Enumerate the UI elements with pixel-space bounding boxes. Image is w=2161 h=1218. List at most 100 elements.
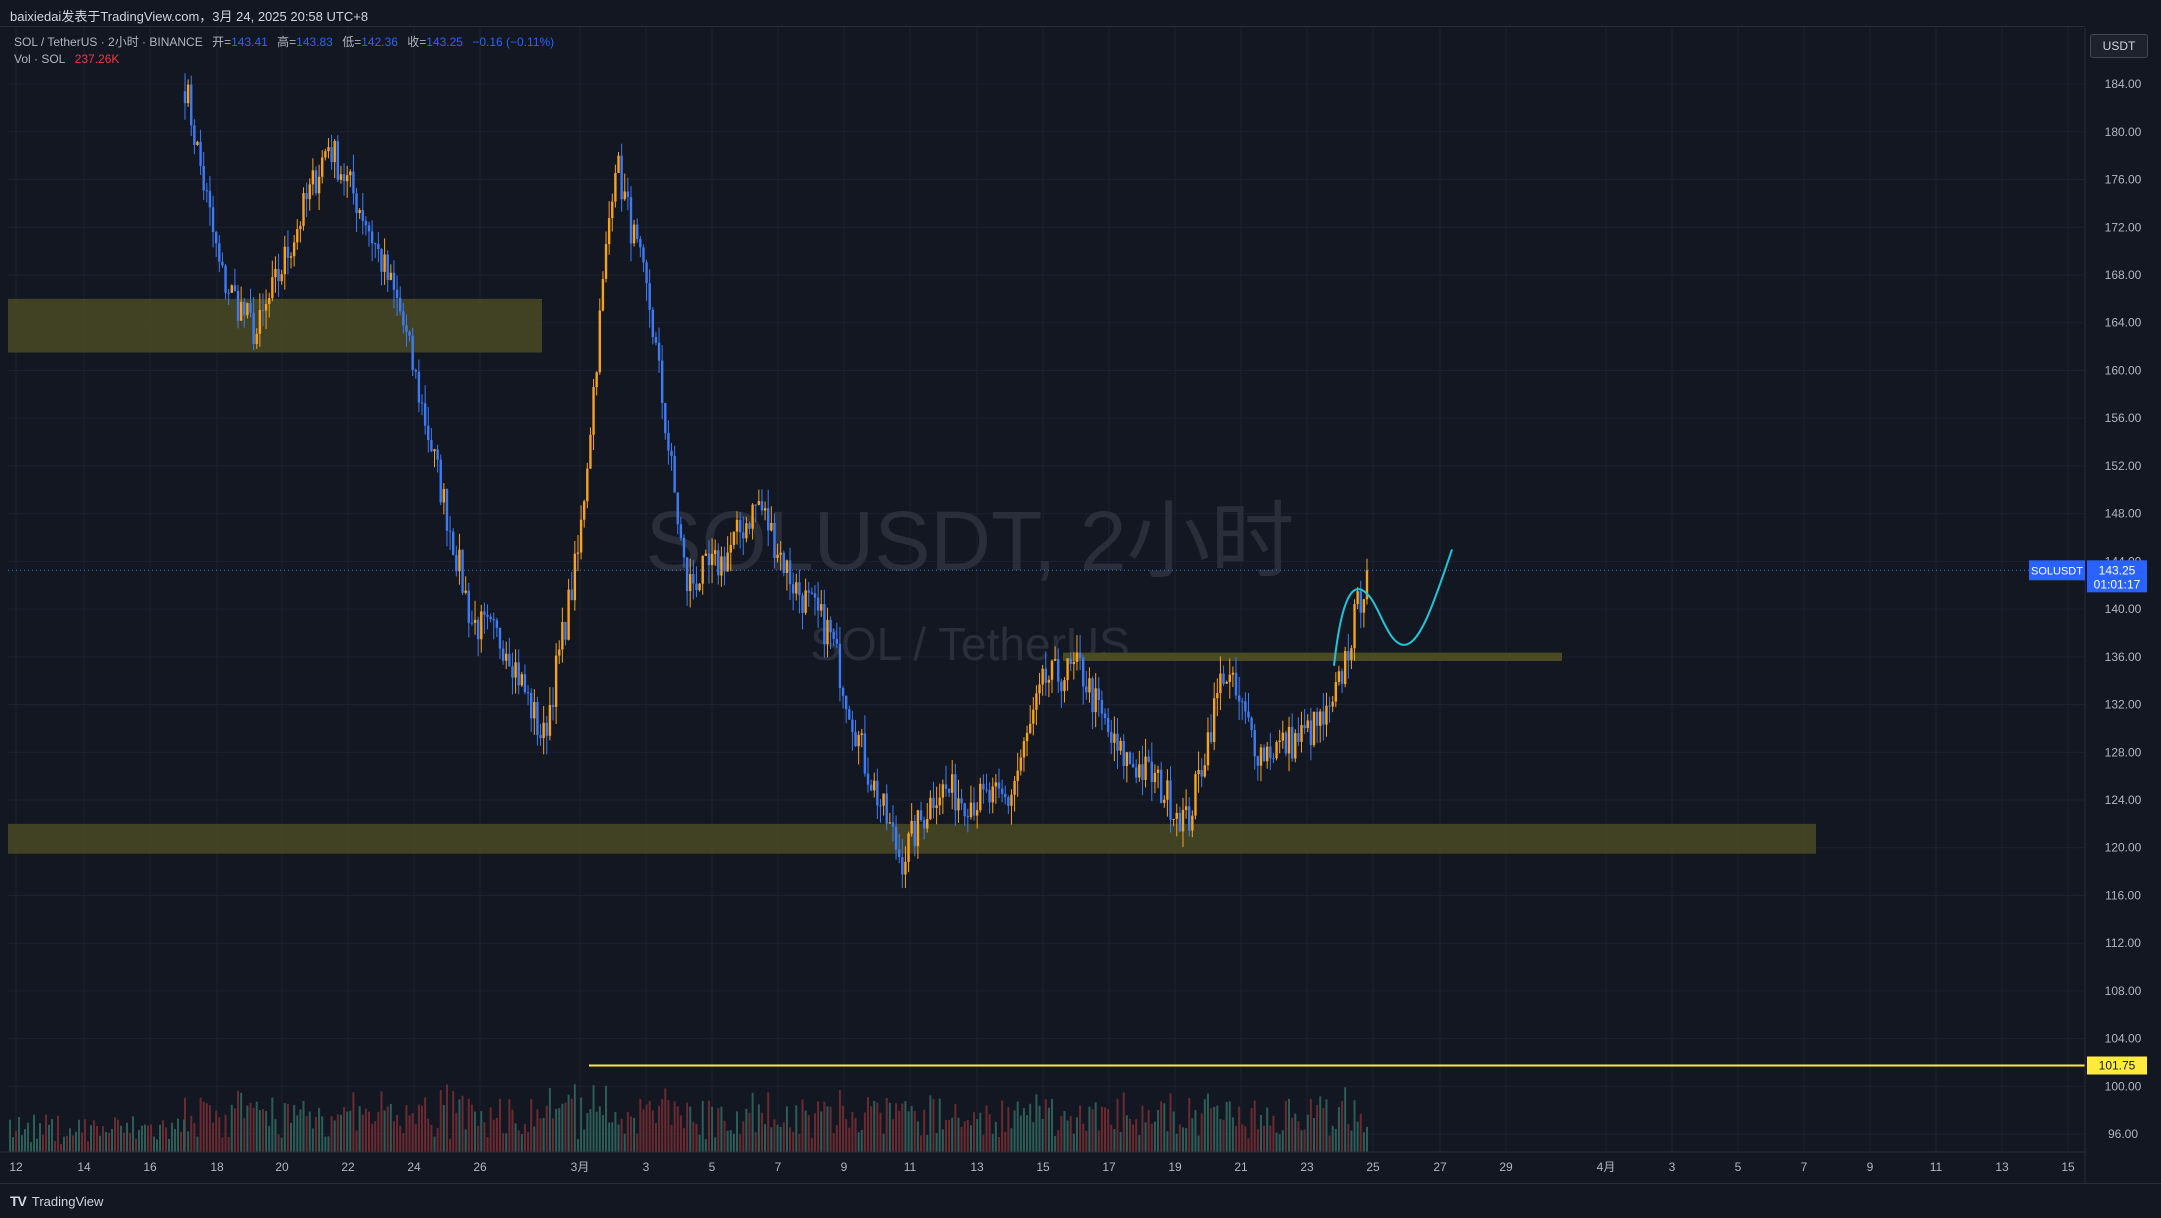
candle-body <box>891 822 895 827</box>
candle-body <box>305 193 308 200</box>
candle-body <box>1209 732 1213 743</box>
volume-bar <box>177 1118 179 1152</box>
candle-body <box>1278 740 1281 743</box>
candle-body <box>486 614 489 617</box>
volume-bar <box>305 1116 308 1152</box>
volume-bar <box>355 1130 358 1152</box>
volume-bar <box>165 1127 167 1152</box>
candle-body <box>261 309 265 311</box>
volume-bar <box>608 1122 611 1152</box>
volume-bar <box>1060 1115 1063 1152</box>
volume-bar <box>1035 1094 1038 1152</box>
volume-bar <box>863 1112 866 1152</box>
candle-body <box>966 816 970 818</box>
candle-body <box>321 157 324 177</box>
time-tick-label: 11 <box>904 1160 917 1174</box>
volume-bar <box>511 1109 514 1152</box>
candle-body <box>467 590 471 623</box>
candle-body <box>763 508 767 511</box>
vol-label[interactable]: Vol · SOL <box>14 52 66 66</box>
candle-body <box>1047 679 1051 683</box>
volume-bar <box>421 1105 424 1152</box>
volume-bar <box>414 1123 417 1152</box>
volume-bar <box>405 1105 408 1152</box>
candle-body <box>402 311 405 326</box>
symbol-label[interactable]: SOL / TetherUS · 2小时 · BINANCE <box>14 35 203 49</box>
open-value: 143.41 <box>231 35 268 49</box>
candle-body <box>592 386 595 435</box>
volume-bar <box>1166 1131 1169 1152</box>
volume-bar <box>1160 1101 1163 1152</box>
candle-body <box>405 325 408 332</box>
volume-bar <box>324 1136 327 1152</box>
volume-bar <box>764 1124 767 1152</box>
candle-body <box>1194 774 1197 816</box>
candle-body <box>692 574 695 584</box>
candle-body <box>913 820 916 847</box>
candle-body <box>916 810 920 847</box>
volume-bar <box>208 1105 211 1152</box>
candle-body <box>1222 673 1225 684</box>
bottom-bar: TV TradingView <box>0 1183 2161 1218</box>
volume-bar <box>42 1134 44 1152</box>
volume-bar <box>1144 1122 1147 1152</box>
volume-bar <box>224 1114 227 1152</box>
candle-body <box>470 622 474 624</box>
candle-body <box>785 560 789 573</box>
volume-bar <box>589 1109 592 1152</box>
candle-body <box>857 734 860 747</box>
candle-body <box>1053 659 1057 661</box>
volume-bar <box>1366 1127 1368 1152</box>
volume-bar <box>673 1101 676 1152</box>
volume-bar <box>826 1106 829 1152</box>
candle-body <box>767 508 770 531</box>
volume-bar <box>692 1121 695 1152</box>
volume-bar <box>424 1097 427 1152</box>
candle-body <box>910 820 913 834</box>
low-label: 低= <box>342 35 362 49</box>
volume-bar <box>789 1127 792 1152</box>
candle-body <box>723 556 726 572</box>
volume-bar <box>1266 1107 1269 1152</box>
candle-body <box>364 220 368 226</box>
candle-body <box>342 174 346 182</box>
price-tick-label: 124.00 <box>2105 793 2142 807</box>
volume-bar <box>633 1117 636 1152</box>
volume-bar <box>21 1135 23 1152</box>
candle-body <box>1247 711 1250 718</box>
volume-bar <box>45 1114 47 1152</box>
volume-bar <box>1178 1124 1181 1152</box>
volume-bar <box>486 1136 489 1152</box>
volume-bar <box>1069 1116 1072 1152</box>
price-tick-label: 172.00 <box>2105 220 2142 234</box>
volume-bar <box>361 1114 364 1152</box>
volume-bar <box>1169 1093 1172 1152</box>
volume-bar <box>923 1109 926 1152</box>
price-tick-label: 164.00 <box>2105 316 2142 330</box>
volume-bar <box>246 1105 249 1152</box>
currency-button[interactable]: USDT <box>2090 34 2148 58</box>
volume-bar <box>876 1102 879 1152</box>
candle-body <box>1100 700 1104 714</box>
candle-body <box>277 268 280 282</box>
candle-body <box>851 719 854 732</box>
candle-body <box>1013 780 1016 795</box>
volume-bar <box>670 1124 673 1152</box>
price-tick-label: 180.00 <box>2105 125 2142 139</box>
volume-bar <box>704 1139 707 1152</box>
candle-body <box>252 312 255 345</box>
candle-body <box>1032 709 1035 724</box>
vol-value: 237.26K <box>74 52 120 66</box>
candle-body <box>380 249 383 272</box>
volume-bar <box>144 1124 146 1152</box>
candle-body <box>548 704 552 736</box>
candle-body <box>614 173 617 202</box>
candle-body <box>1103 713 1107 718</box>
candle-body <box>1331 701 1334 707</box>
candle-body <box>1028 723 1032 733</box>
volume-bar <box>682 1128 685 1152</box>
volume-bar <box>552 1118 555 1152</box>
tradingview-brand[interactable]: TV TradingView <box>10 1193 103 1209</box>
volume-bar <box>255 1101 258 1152</box>
